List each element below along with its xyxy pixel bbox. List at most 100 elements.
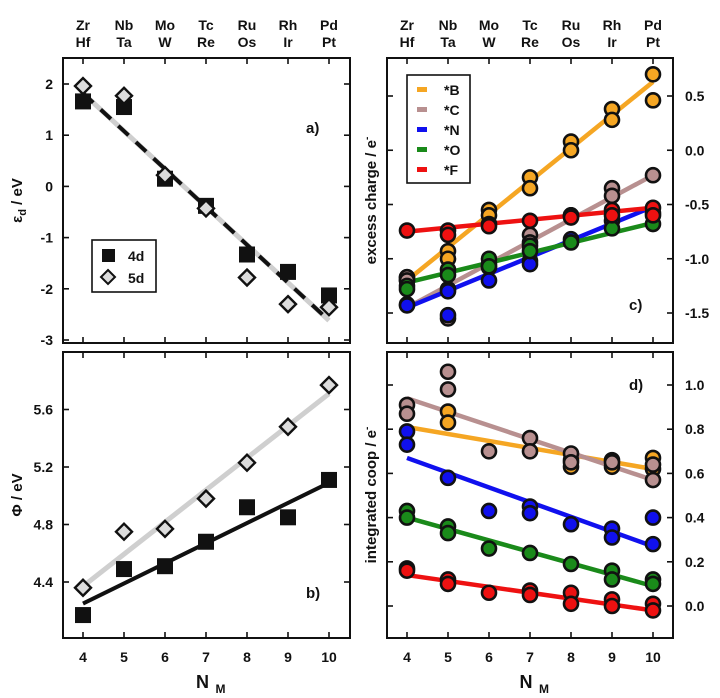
element-label-4d: Rh — [603, 17, 622, 33]
legend-marker-4d — [102, 249, 115, 262]
marker-N — [521, 504, 539, 522]
y-tick-label: 0.5 — [685, 88, 705, 104]
x-tick-label: 6 — [161, 649, 169, 665]
x-tick-label: 6 — [485, 649, 493, 665]
legend-label: *C — [444, 102, 460, 118]
element-label-5d: Os — [562, 34, 581, 50]
legend-label: *F — [444, 162, 458, 178]
y-axis-label-main: integrated coop / e — [363, 430, 380, 563]
legend-swatch — [417, 87, 427, 92]
marker-C — [439, 363, 457, 381]
panel-c: 0.5 0.0 -0.5 -1.0 -1.5 Zr Nb Mo Tc Ru Rh Pd Hf Ta W Re O… — [362, 17, 709, 344]
marker-F — [439, 575, 457, 593]
marker-F — [521, 586, 539, 604]
element-label-4d: Zr — [400, 17, 415, 33]
element-label-4d: Ru — [562, 17, 581, 33]
marker-5d — [155, 165, 175, 185]
marker-4d — [75, 93, 91, 110]
marker-5d — [319, 297, 339, 317]
marker-5d — [196, 198, 216, 219]
marker-N — [480, 272, 498, 289]
y-tick-label: 2 — [45, 76, 53, 92]
marker-5d — [155, 519, 175, 539]
marker-O — [644, 575, 662, 593]
marker-C — [480, 442, 498, 460]
element-label-5d: Re — [521, 34, 539, 50]
legend-box — [91, 239, 157, 293]
marker-4d — [116, 561, 132, 578]
legend-swatch — [417, 167, 427, 172]
marker-5d — [278, 294, 298, 314]
marker-4d — [75, 607, 91, 624]
marker-F — [480, 217, 498, 235]
x-axis-label: N — [196, 672, 209, 692]
element-label-4d: Mo — [155, 17, 175, 33]
element-label-5d: W — [158, 34, 172, 50]
element-label-4d: Ru — [238, 17, 257, 33]
y-axis-label-superscript: - — [362, 137, 373, 140]
marker-4d — [116, 99, 132, 116]
y-axis-label: excess charge / e- — [362, 137, 380, 265]
marker-O — [603, 571, 621, 588]
marker-B — [562, 141, 580, 159]
legend-box — [406, 74, 471, 184]
x-tick-label: 4 — [403, 649, 411, 665]
marker-B — [644, 66, 662, 83]
marker-5d — [73, 76, 93, 96]
marker-C — [521, 429, 539, 447]
panel-label: c) — [629, 297, 642, 314]
marker-O — [562, 555, 580, 573]
marker-N — [439, 282, 457, 300]
element-label-4d: Tc — [522, 17, 538, 33]
element-label-5d: Hf — [76, 34, 91, 50]
y-axis-label-main: Φ — [9, 504, 26, 516]
y-axis-label-unit: / eV — [9, 178, 26, 209]
y-tick-label: 0.8 — [685, 421, 705, 437]
marker-F — [398, 562, 416, 579]
y-axis-label: Φ / eV — [9, 473, 26, 516]
marker-F — [603, 597, 621, 615]
marker-N — [480, 502, 498, 520]
marker-O — [398, 280, 416, 298]
marker-O — [562, 234, 580, 251]
marker-4d — [321, 471, 337, 488]
legend-swatch — [417, 127, 427, 132]
marker-B — [603, 111, 621, 129]
legend-label: *O — [444, 142, 460, 158]
marker-C — [644, 166, 662, 184]
marker-B — [521, 179, 539, 197]
marker-F — [439, 226, 457, 244]
legend-swatch — [417, 107, 427, 112]
legend-marker-5d — [99, 268, 117, 286]
y-tick-label: -1 — [41, 230, 54, 246]
marker-4d — [280, 263, 296, 280]
marker-O — [521, 544, 539, 562]
marker-F — [398, 222, 416, 239]
marker-N — [439, 469, 457, 487]
element-label-5d: Re — [197, 34, 215, 50]
marker-O — [439, 524, 457, 542]
marker-O — [480, 540, 498, 557]
x-tick-label: 5 — [444, 649, 452, 665]
marker-C — [439, 381, 457, 398]
marker-4d — [239, 499, 255, 516]
marker-B — [439, 414, 457, 431]
marker-N — [398, 436, 416, 453]
element-label-5d: Ta — [440, 34, 456, 50]
legend-label: 5d — [128, 270, 144, 286]
x-axis-label-subscript: M — [216, 682, 226, 696]
marker-F — [521, 212, 539, 230]
y-axis-label-subscript: d — [17, 209, 29, 216]
element-label-5d: Ir — [607, 34, 617, 50]
y-tick-label: 5.6 — [34, 402, 54, 418]
panel-label: d) — [629, 377, 643, 394]
marker-F — [562, 209, 580, 226]
y-tick-label: -2 — [41, 281, 54, 297]
marker-N — [439, 306, 457, 324]
legend-label: *B — [444, 82, 460, 98]
y-tick-label: 5.2 — [34, 459, 54, 475]
fit-line-4d — [81, 91, 331, 323]
x-tick-label: 10 — [645, 649, 661, 665]
marker-5d — [319, 375, 339, 395]
